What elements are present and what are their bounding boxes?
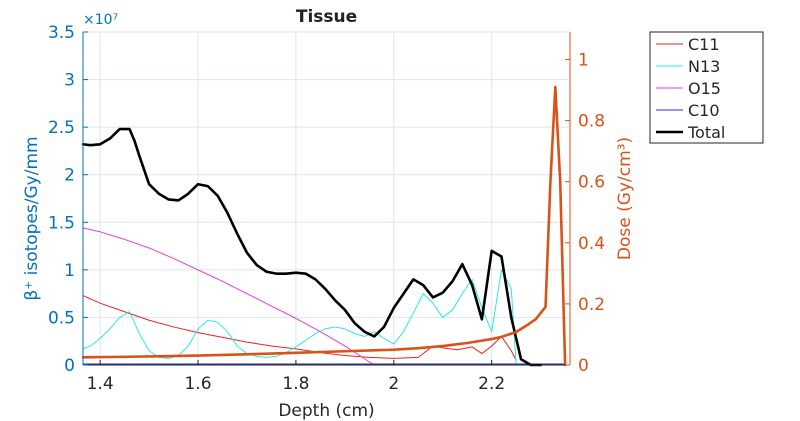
y-left-tick-label: 0	[64, 356, 75, 376]
series-layer	[81, 85, 567, 367]
y-left-tick-label: 3	[64, 71, 75, 91]
grid-lines	[83, 31, 570, 366]
y-right-tick-label: 0.4	[578, 234, 605, 254]
y-axis-right-label: Dose (Gy/cm³)	[615, 137, 635, 260]
y-right-tick-label: 0.2	[578, 295, 605, 315]
x-tick-label: 1.6	[184, 374, 211, 394]
legend-label-total: Total	[687, 123, 725, 142]
legend-label-o15: O15	[688, 79, 721, 98]
y-axis-left-label: β⁺ isotopes/Gy/mm	[22, 136, 42, 300]
y-right-tick-label: 1	[578, 50, 589, 70]
y-right-tick-label: 0.6	[578, 173, 605, 193]
y-right-tick-label: 0	[578, 356, 589, 376]
series-line-o15	[82, 227, 395, 366]
series-line-dose	[81, 85, 567, 367]
legend-label-n13: N13	[688, 57, 720, 76]
y-left-tick-label: 1.5	[48, 213, 75, 233]
legend: C11 N13 O15 C10 Total	[649, 31, 764, 144]
y-left-tick-label: 3.5	[48, 23, 75, 43]
legend-label-c11: C11	[688, 35, 720, 54]
series-line-n13	[82, 269, 517, 366]
chart-title: Tissue	[296, 7, 357, 27]
x-axis-label: Depth (cm)	[278, 401, 374, 421]
axes: 1.4 1.6 1.8 2 2.2 0 0.5 1 1.5 2 2.5 3 3.5 0 0.2 0.4 0.6 0…	[48, 23, 605, 394]
y-right-tick-label: 0.8	[578, 112, 605, 132]
y-left-tick-label: 0.5	[48, 308, 75, 328]
y-axis-exponent-label: ×10⁷	[83, 12, 118, 28]
x-tick-label: 1.4	[87, 374, 114, 394]
series-line-c11	[82, 295, 517, 361]
x-tick-label: 1.8	[282, 374, 309, 394]
y-left-tick-label: 1	[64, 261, 75, 281]
y-left-tick-label: 2	[64, 166, 75, 186]
x-tick-label: 2.2	[478, 374, 505, 394]
y-left-tick-label: 2.5	[48, 118, 75, 138]
legend-label-c10: C10	[688, 101, 720, 120]
series-line-total	[81, 127, 542, 367]
x-tick-label: 2	[388, 374, 399, 394]
